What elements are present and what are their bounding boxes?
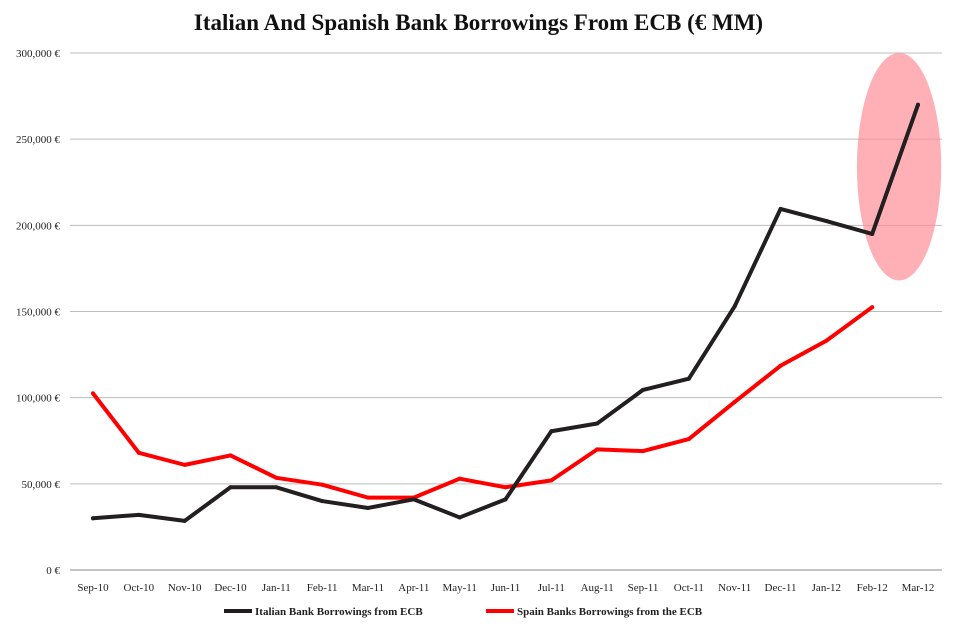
data-point [549,429,554,434]
chart-title: Italian And Spanish Bank Borrowings From… [193,10,764,35]
data-point [366,505,370,510]
data-point [366,495,370,500]
highlight-ellipse [856,53,942,281]
axes: 0 € 50,000 € 100,000 € 150,000 € 200,000 € 25… [16,48,934,594]
data-point [274,475,279,480]
data-point [503,497,508,502]
data-point [778,206,783,211]
x-tick-label: Jan-12 [812,582,841,594]
data-point [824,219,829,224]
data-point [824,338,829,343]
legend-item-italy-label: Italian Bank Borrowings from ECB [255,606,423,618]
x-tick-label: Jun-11 [491,582,521,594]
data-point [91,516,95,521]
x-tick-label: Nov-10 [168,582,202,594]
data-point [182,462,187,467]
data-point [91,391,95,396]
data-point [870,231,875,236]
y-tick-label: 100,000 € [16,393,61,405]
y-tick-label: 250,000 € [16,134,61,146]
data-point [228,485,233,490]
series-layer [91,102,920,523]
x-tick-label: Oct-10 [124,582,155,594]
data-point [686,437,691,442]
y-tick-label: 300,000 € [16,48,61,60]
x-tick-label: Mar-12 [902,582,935,594]
x-tick-label: May-11 [442,582,476,594]
data-point [274,485,279,490]
data-point [595,447,600,452]
data-point [595,421,600,426]
data-point [136,512,141,517]
x-tick-label: Sep-11 [628,582,659,594]
x-tick-label: Oct-11 [674,582,704,594]
y-tick-label: 200,000 € [16,220,61,232]
data-point [549,478,554,483]
x-tick-label: Apr-11 [398,582,429,594]
y-tick-label: 50,000 € [22,479,61,491]
x-tick-label: Sep-10 [77,582,109,594]
x-tick-label: Aug-11 [581,582,614,594]
data-point [320,499,325,504]
y-tick-label: 0 € [46,565,60,577]
data-point [411,497,416,502]
legend-item-spain-label: Spain Banks Borrowings from the ECB [517,606,703,618]
x-tick-label: Jan-11 [262,582,291,594]
x-tick-label: Mar-11 [352,582,384,594]
data-point [320,482,325,487]
data-point [916,102,920,107]
data-point [641,449,645,454]
data-point [457,476,462,481]
data-point [228,453,233,458]
x-tick-label: Feb-12 [857,582,888,594]
x-tick-label: Nov-11 [718,582,751,594]
data-point [182,518,187,523]
x-tick-label: Dec-11 [765,582,797,594]
data-point [732,399,737,404]
data-point [686,376,691,381]
legend: Italian Bank Borrowings from ECB Spain Ba… [224,606,703,618]
data-point [503,485,508,490]
data-point [732,304,737,309]
data-point [136,450,141,455]
data-point [870,305,875,310]
x-tick-label: Jul-11 [538,582,565,594]
gridlines [70,52,942,571]
highlight-layer [856,53,942,281]
data-point [641,387,645,392]
data-point [778,363,783,368]
x-tick-label: Dec-10 [214,582,247,594]
series-line-spain [91,305,875,500]
y-tick-label: 150,000 € [16,307,61,319]
data-point [457,515,462,520]
x-tick-label: Feb-11 [307,582,338,594]
